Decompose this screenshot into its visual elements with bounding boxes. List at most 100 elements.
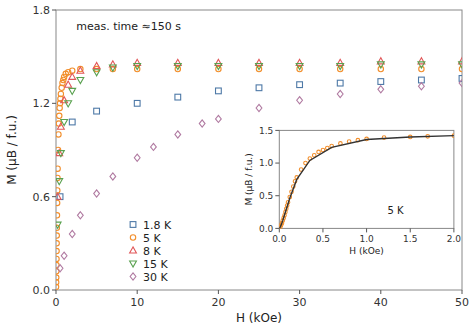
x-tick — [453, 228, 454, 232]
point — [69, 88, 76, 94]
x-tick — [218, 290, 219, 294]
point — [56, 275, 59, 280]
x-tick — [410, 228, 411, 232]
y-axis-label: M (μB / f.u.) — [5, 115, 19, 185]
point — [297, 82, 303, 88]
y-tick-label: 1.5 — [259, 126, 273, 136]
legend-label: 8 K — [143, 245, 161, 258]
marks — [56, 58, 462, 290]
x-tick-label: 0.5 — [316, 234, 330, 244]
point — [216, 88, 222, 94]
point — [459, 62, 462, 68]
point — [77, 212, 83, 219]
point — [65, 101, 72, 107]
y-axis-label: M (μB / f.u.) — [244, 153, 254, 205]
point — [56, 241, 59, 246]
x-axis-label: H (kOe) — [236, 311, 282, 325]
y-tick-label: 1.8 — [33, 4, 51, 17]
y-tick — [52, 290, 56, 291]
y-tick-label: 1.2 — [33, 97, 51, 110]
point — [69, 230, 75, 237]
point — [110, 173, 116, 180]
x-tick-label: 2.0 — [447, 234, 462, 244]
point — [94, 66, 99, 71]
line — [279, 136, 454, 229]
point — [256, 63, 263, 69]
point — [93, 70, 100, 76]
point — [56, 233, 59, 238]
point — [94, 190, 100, 197]
point — [175, 131, 181, 138]
legend-label: 5 K — [143, 232, 161, 245]
point — [337, 90, 343, 97]
plot-frame — [279, 130, 454, 228]
point — [151, 143, 157, 150]
x-tick — [279, 228, 280, 232]
legend-marker — [130, 261, 137, 267]
point — [199, 120, 205, 127]
point — [174, 63, 181, 69]
point — [317, 150, 321, 154]
y-tick-label: 1.0 — [259, 158, 274, 168]
point — [378, 79, 384, 85]
point — [109, 65, 116, 71]
point — [56, 248, 59, 253]
y-tick — [275, 195, 279, 196]
point — [134, 154, 140, 161]
point — [93, 62, 100, 68]
y-tick-label: 0.6 — [33, 191, 51, 204]
y-tick — [52, 10, 56, 11]
point — [134, 100, 140, 106]
x-axis-label: H (kOe) — [349, 246, 383, 256]
y-tick-label: 0.5 — [259, 191, 273, 201]
point — [56, 256, 59, 261]
point — [61, 119, 68, 125]
y-tick — [275, 130, 279, 131]
y-tick — [52, 103, 56, 104]
x-tick — [322, 228, 323, 232]
x-tick-label: 10 — [130, 296, 144, 309]
point — [418, 62, 425, 68]
point — [297, 97, 303, 104]
legend-marker — [130, 273, 136, 280]
point — [337, 63, 344, 69]
annotation: meas. time ≈150 s — [76, 20, 181, 33]
y-tick-label: 0.0 — [33, 284, 51, 297]
legend-label: 15 K — [143, 258, 168, 271]
legend: 1.8 K5 K8 K15 K30 K — [130, 219, 172, 284]
x-tick-label: 40 — [374, 296, 388, 309]
point — [65, 81, 72, 87]
x-tick-label: 0 — [53, 296, 60, 309]
y-tick — [275, 163, 279, 164]
point — [56, 166, 60, 171]
point — [134, 63, 141, 69]
point — [459, 80, 462, 87]
y-tick-label: 0.0 — [259, 224, 274, 234]
legend-marker — [130, 247, 137, 253]
point — [56, 222, 61, 228]
point — [69, 119, 75, 125]
point — [77, 67, 84, 73]
point — [256, 85, 262, 91]
x-tick-label: 50 — [455, 296, 469, 309]
legend-marker — [130, 235, 135, 240]
x-tick-label: 1.0 — [359, 234, 374, 244]
x-tick-label: 20 — [211, 296, 225, 309]
point — [378, 86, 384, 93]
plot-frame — [56, 10, 462, 290]
point — [56, 132, 61, 137]
point — [94, 108, 100, 114]
point — [69, 73, 76, 79]
point — [419, 83, 425, 90]
x-tick-label: 0.0 — [272, 234, 287, 244]
point — [61, 252, 67, 259]
chart-1: 0.00.51.01.52.00.00.51.01.5H (kOe)M (μB … — [244, 126, 461, 257]
legend-label: 1.8 K — [143, 219, 172, 232]
point — [57, 113, 62, 118]
point — [256, 104, 262, 111]
x-tick — [366, 228, 367, 232]
point — [337, 80, 343, 86]
point — [56, 188, 60, 193]
point — [57, 265, 63, 272]
legend-label: 30 K — [143, 271, 168, 284]
